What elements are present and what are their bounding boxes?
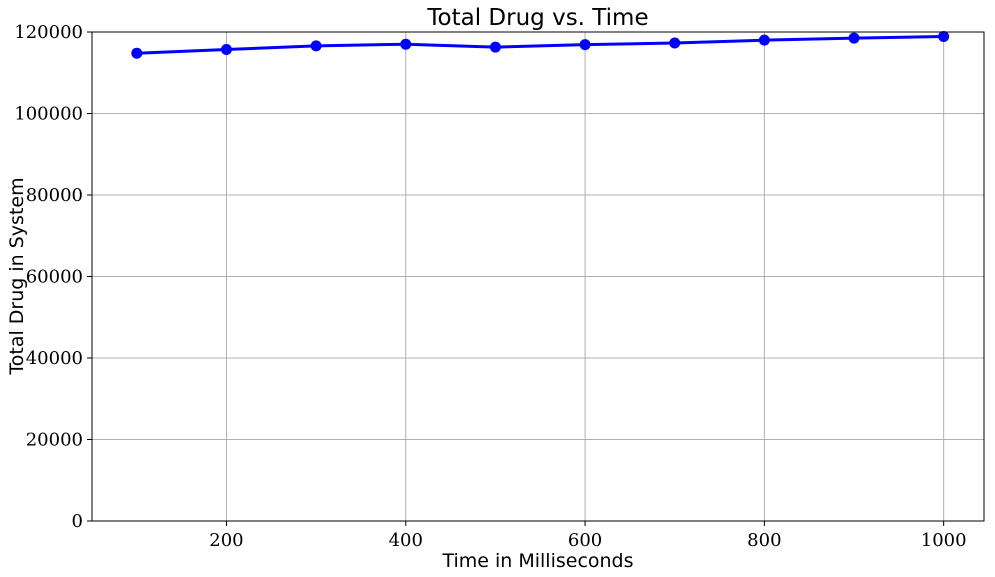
data-point (669, 37, 681, 49)
data-point (938, 30, 950, 42)
data-point (848, 32, 860, 44)
chart-title: Total Drug vs. Time (426, 5, 648, 31)
y-tick-label: 0 (72, 511, 83, 532)
x-tick-label: 400 (389, 530, 423, 551)
y-tick-label: 100000 (14, 104, 83, 125)
series-line (135, 34, 946, 55)
x-tick-label: 200 (209, 530, 243, 551)
data-point (131, 47, 143, 59)
data-point (220, 44, 232, 56)
data-point (310, 40, 322, 52)
x-tick-label: 800 (747, 530, 781, 551)
x-tick-label: 600 (568, 530, 602, 551)
axis-ticks: 200 400 600 800 1000 0 20000 40000 60000 80000 100… (14, 22, 966, 551)
plot-series (131, 30, 950, 59)
y-tick-label: 80000 (26, 185, 83, 206)
x-axis-label: Time in Milliseconds (441, 550, 633, 572)
y-tick-label: 20000 (26, 430, 83, 451)
grid-lines (92, 31, 984, 522)
data-point (400, 38, 412, 50)
data-point (579, 39, 591, 51)
y-axis-label: Total Drug in System (6, 177, 28, 375)
x-tick-label: 1000 (921, 530, 967, 551)
y-tick-label: 40000 (26, 348, 83, 369)
y-tick-label: 60000 (26, 267, 83, 288)
y-tick-label: 120000 (14, 22, 83, 43)
data-point (489, 41, 501, 53)
data-point (758, 34, 770, 46)
